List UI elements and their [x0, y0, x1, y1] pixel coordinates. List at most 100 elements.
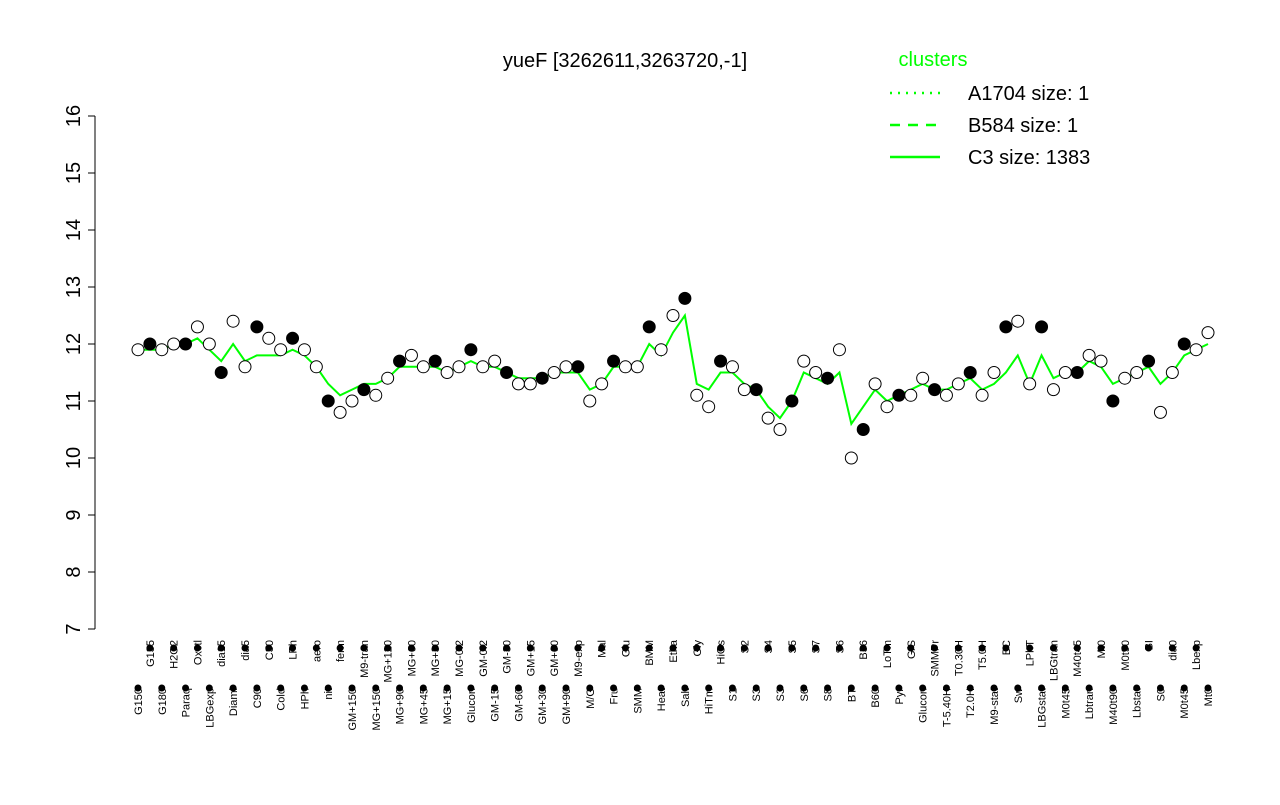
data-point: [1142, 354, 1156, 368]
x-tick-label: G180: [157, 688, 169, 715]
data-point: [987, 366, 1001, 379]
data-point: [202, 337, 216, 351]
data-point: [618, 360, 632, 374]
data-point: [1058, 366, 1072, 379]
x-tick-label: MG+15: [442, 688, 454, 724]
category-dot: [835, 644, 843, 652]
category-dot: [1168, 644, 1176, 652]
data-point: [131, 343, 145, 357]
data-point: [868, 377, 882, 391]
category-dot: [586, 684, 594, 692]
data-point: [547, 366, 561, 379]
chart-title: yueF [3262611,3263720,-1]: [503, 50, 747, 72]
data-point: [238, 360, 252, 374]
category-dot: [693, 644, 701, 652]
category-dot: [752, 684, 760, 692]
data-point: [821, 371, 835, 385]
y-tick-label: 7: [63, 623, 85, 634]
x-tick-label: M0t90: [1120, 640, 1132, 671]
data-point: [1177, 337, 1191, 351]
category-dot: [574, 644, 582, 652]
x-tick-label: G135: [145, 640, 157, 667]
data-point: [595, 377, 609, 391]
x-tick-label: T2.0H: [965, 688, 977, 718]
category-dot: [479, 644, 487, 652]
category-dot: [384, 644, 392, 652]
x-tick-label: T5.0H: [977, 640, 989, 670]
x-tick-label: Lbexp: [1191, 640, 1203, 670]
x-tick-label: M40t90: [1108, 688, 1120, 725]
category-dot: [1145, 644, 1153, 652]
category-dot: [764, 644, 772, 652]
category-dot: [360, 644, 368, 652]
x-tick-label: MG+150: [371, 688, 383, 731]
category-dot: [800, 684, 808, 692]
x-tick-label: M/G: [585, 688, 597, 709]
x-tick-label: S0: [1155, 688, 1167, 701]
data-point: [179, 337, 193, 351]
category-dot: [954, 644, 962, 652]
category-dot: [158, 684, 166, 692]
category-dot: [1133, 684, 1141, 692]
category-dot: [942, 684, 950, 692]
x-tick-label: Cold: [276, 688, 288, 711]
x-tick-label: Glucon: [918, 688, 930, 723]
data-point: [880, 400, 894, 414]
category-dot: [740, 644, 748, 652]
data-point: [214, 366, 228, 379]
data-point: [190, 320, 204, 334]
data-point: [690, 388, 704, 402]
category-dot: [550, 644, 558, 652]
category-dot: [514, 684, 522, 692]
x-tick-label: S3: [775, 688, 787, 701]
data-point: [1070, 366, 1084, 379]
category-dot: [681, 684, 689, 692]
data-point: [488, 354, 502, 368]
category-dot: [1014, 684, 1022, 692]
data-point: [226, 314, 240, 328]
category-dot: [205, 684, 213, 692]
data-point: [809, 366, 823, 379]
data-point: [1201, 326, 1215, 340]
x-tick-label: GM-60: [513, 688, 525, 722]
category-dot: [847, 684, 855, 692]
category-dot: [407, 644, 415, 652]
data-point: [1130, 366, 1144, 379]
data-point: [904, 388, 918, 402]
category-dot: [170, 644, 178, 652]
data-point: [725, 360, 739, 374]
data-point: [262, 331, 276, 345]
x-tick-label: LBGexp: [204, 688, 216, 728]
x-tick-label: Diami: [228, 688, 240, 716]
data-point: [404, 348, 418, 362]
data-point: [1046, 383, 1060, 397]
data-point: [678, 291, 692, 305]
data-point: [476, 360, 490, 374]
data-point: [333, 405, 347, 419]
x-tick-label: HiTm: [704, 688, 716, 714]
data-point: [1189, 343, 1203, 357]
category-dot: [621, 644, 629, 652]
category-dot: [526, 644, 534, 652]
data-point: [963, 366, 977, 379]
data-point: [714, 354, 728, 368]
data-point: [761, 411, 775, 425]
data-point: [1011, 314, 1025, 328]
legend-label: C3 size: 1383: [968, 147, 1090, 169]
data-point: [1082, 348, 1096, 362]
data-point: [381, 371, 395, 385]
x-tick-label: Pyr: [894, 688, 906, 705]
x-tick-label: GM+90: [561, 688, 573, 724]
data-point: [702, 400, 716, 414]
category-dot: [919, 684, 927, 692]
data-point: [654, 343, 668, 357]
y-tick-label: 15: [63, 162, 85, 184]
data-point: [143, 337, 157, 351]
category-dot: [717, 644, 725, 652]
category-dot: [1026, 644, 1034, 652]
category-dot: [289, 644, 297, 652]
category-dot: [503, 644, 511, 652]
category-dot: [134, 684, 142, 692]
x-tick-label: dia15: [216, 640, 228, 667]
